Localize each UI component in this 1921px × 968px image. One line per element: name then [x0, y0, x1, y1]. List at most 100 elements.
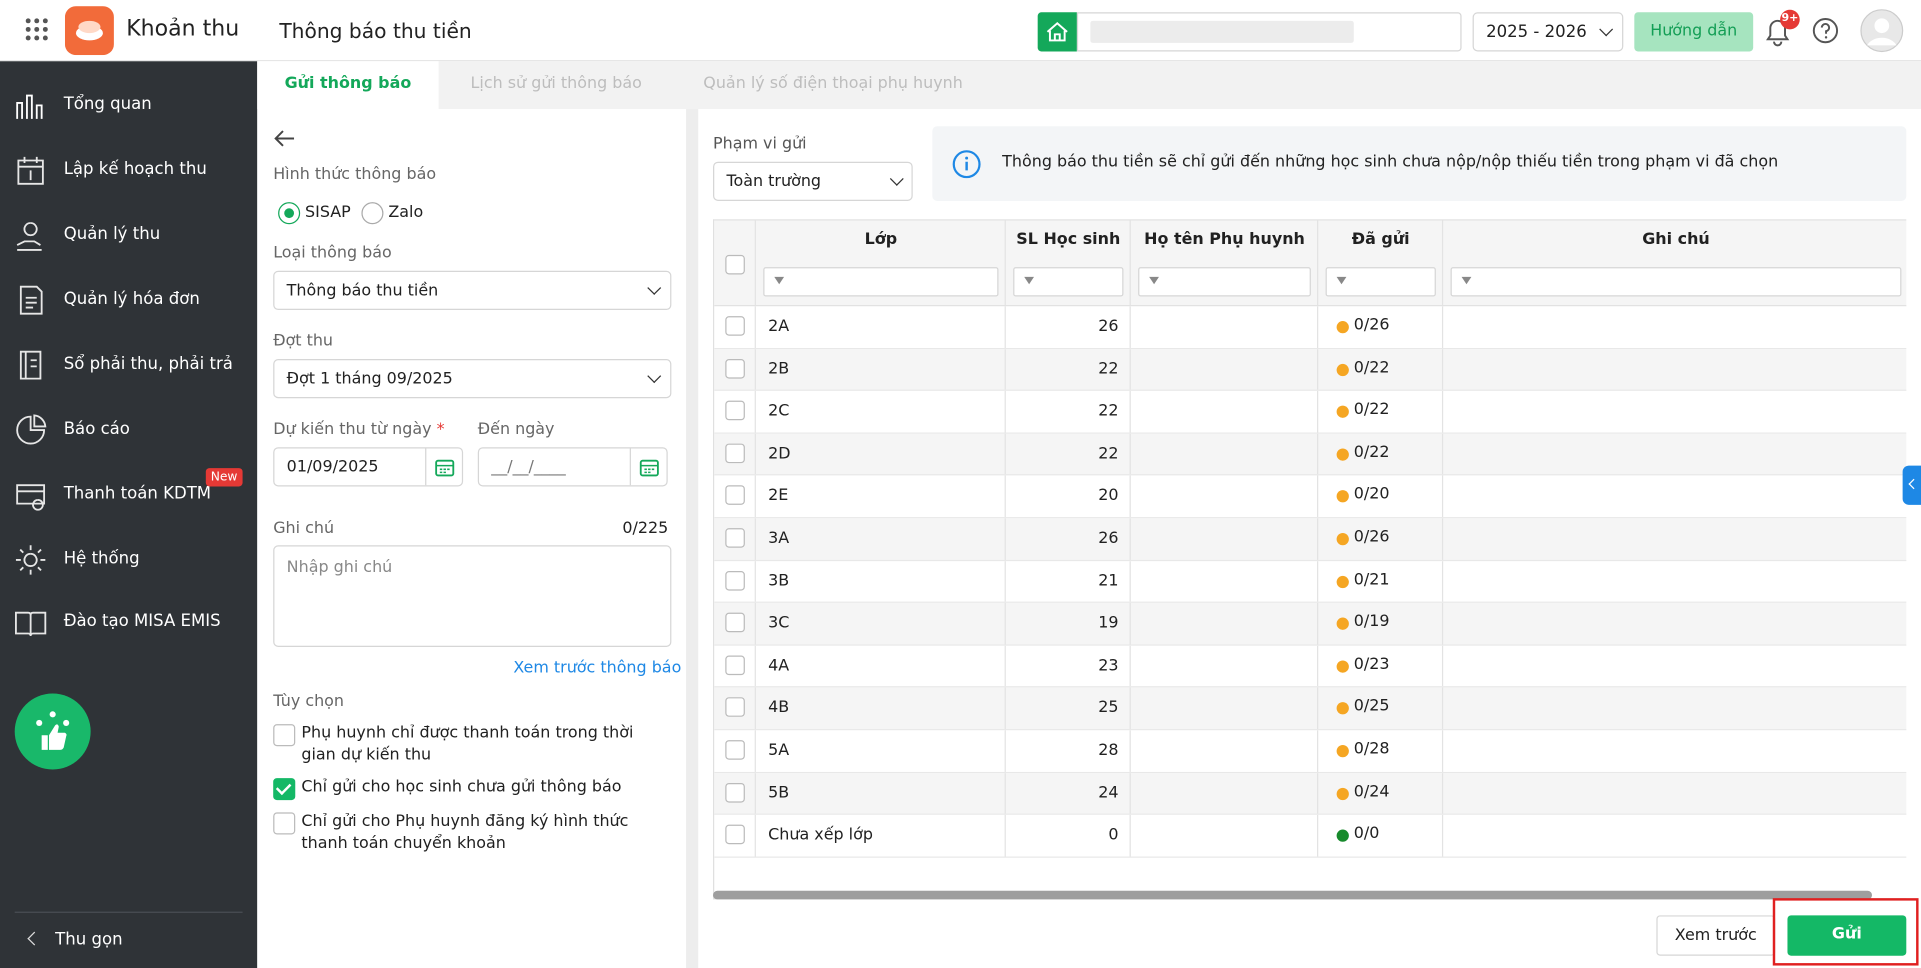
help-button[interactable]: Hướng dẫn	[1634, 12, 1754, 52]
status-dot	[1336, 660, 1349, 673]
column-filter[interactable]	[1325, 267, 1436, 297]
side-toggle[interactable]	[1902, 465, 1921, 505]
type-select[interactable]: Thông báo thu tiền	[273, 270, 672, 311]
student-count: 22	[1098, 359, 1119, 379]
row-checkbox[interactable]	[725, 316, 745, 336]
student-count: 22	[1098, 402, 1119, 421]
send-button[interactable]: Gửi	[1787, 915, 1907, 956]
menu-item[interactable]: Báo cáo	[63, 419, 130, 439]
menu-item[interactable]: Đào tạo MISA EMIS	[63, 611, 221, 632]
to-date[interactable]: __/__/____	[477, 447, 668, 487]
sent-status: 0/26	[1353, 528, 1390, 547]
home-button[interactable]	[1037, 12, 1077, 52]
tab[interactable]: Lịch sử gửi thông báo	[441, 61, 671, 109]
cell-border	[1131, 560, 1319, 602]
status-dot	[1336, 787, 1349, 800]
menu-item[interactable]: Quản lý thu	[63, 224, 161, 244]
h-scrollbar[interactable]	[713, 890, 1872, 900]
preview-link[interactable]: Xem trước thông báo	[513, 659, 682, 678]
cell-border	[1443, 603, 1906, 644]
cell-border	[756, 475, 1006, 518]
column-filter[interactable]	[763, 267, 999, 297]
menu-item[interactable]: Tổng quan	[63, 94, 152, 114]
back-arrow[interactable]	[272, 127, 297, 149]
cell-border	[714, 603, 756, 645]
collapse-label[interactable]: Thu gọn	[55, 930, 123, 950]
table-row: 4B 25 0/25	[714, 687, 1907, 731]
row-checkbox[interactable]	[725, 612, 745, 633]
row-checkbox[interactable]	[725, 358, 745, 379]
preview-label: Xem trước	[1674, 926, 1757, 945]
splitter	[686, 109, 699, 968]
cell-border	[756, 730, 1006, 772]
row-checkbox[interactable]	[725, 400, 745, 421]
cell-border	[714, 475, 756, 518]
calendar-icon[interactable]	[435, 458, 455, 477]
calendar-icon[interactable]	[639, 458, 660, 477]
radio[interactable]	[278, 202, 301, 225]
header-checkbox[interactable]	[725, 254, 745, 275]
scope-select[interactable]: Toàn trường	[713, 161, 913, 201]
menu-item[interactable]: Thanh toán KDTM	[63, 484, 212, 504]
preview-button[interactable]: Xem trước	[1656, 915, 1776, 956]
feedback-button[interactable]	[14, 693, 91, 770]
row-checkbox[interactable]	[725, 443, 745, 463]
send-label: Gửi	[1831, 925, 1862, 944]
note-textarea[interactable]: Nhập ghi chú	[273, 545, 672, 647]
cell-border	[1443, 561, 1906, 602]
cell-border	[1131, 772, 1319, 814]
table-row: Chưa xếp lớp 0 0/0	[714, 815, 1907, 858]
row-checkbox[interactable]	[725, 697, 745, 718]
row-checkbox[interactable]	[725, 824, 745, 845]
cell-border	[1131, 730, 1319, 772]
student-count: 22	[1098, 444, 1119, 463]
student-count: 23	[1098, 656, 1119, 675]
cell-border	[756, 433, 1006, 475]
tab[interactable]: Quản lý số điện thoại phụ huynh	[686, 61, 980, 109]
checkbox[interactable]	[273, 778, 296, 801]
from-date[interactable]: 01/09/2025	[273, 447, 464, 487]
menu-icon	[16, 94, 43, 119]
row-checkbox[interactable]	[725, 740, 745, 760]
menu-item[interactable]: Quản lý hóa đơn	[63, 289, 200, 309]
header-cell: Đã gửi	[1318, 220, 1444, 306]
row-checkbox[interactable]	[725, 570, 745, 591]
header-cell: SL Học sinh	[1006, 220, 1131, 306]
menu-item[interactable]: Lập kế hoạch thu	[63, 159, 207, 179]
column-filter[interactable]	[1013, 267, 1124, 297]
radio[interactable]	[361, 202, 384, 225]
cell-border	[1318, 306, 1444, 348]
apps-icon[interactable]	[25, 17, 50, 42]
cell-border	[1443, 476, 1906, 517]
row-checkbox[interactable]	[725, 655, 745, 675]
row-checkbox[interactable]	[725, 485, 745, 506]
option-label: Phụ huynh chỉ được thanh toán trong thời…	[301, 724, 634, 765]
radio-dot	[284, 208, 295, 219]
tab-label: Gửi thông báo	[284, 74, 412, 94]
cell-border	[1443, 730, 1906, 771]
app-logo	[64, 6, 114, 56]
sent-status: 0/22	[1353, 358, 1390, 377]
row-checkbox[interactable]	[725, 528, 745, 548]
period-select[interactable]: Đợt 1 tháng 09/2025	[273, 359, 672, 399]
class-name: 5A	[768, 741, 790, 760]
help-icon[interactable]	[1812, 17, 1839, 44]
tab[interactable]: Gửi thông báo	[257, 61, 439, 110]
cell-border	[714, 433, 756, 475]
avatar[interactable]	[1860, 9, 1904, 53]
checkbox[interactable]	[273, 724, 296, 747]
student-count: 21	[1098, 571, 1119, 591]
row-checkbox[interactable]	[725, 782, 745, 803]
year-value: 2025 - 2026	[1486, 22, 1587, 42]
column-filter[interactable]	[1450, 267, 1902, 297]
menu-item[interactable]: Hệ thống	[63, 548, 140, 569]
column-filter[interactable]	[1138, 267, 1311, 297]
student-count: 24	[1098, 783, 1119, 803]
sent-status: 0/21	[1353, 570, 1390, 589]
table-row: 3C 19 0/19	[714, 603, 1907, 646]
school-selector[interactable]	[1076, 12, 1462, 52]
checkbox[interactable]	[273, 812, 296, 835]
cell-border	[1131, 687, 1319, 730]
year-select[interactable]: 2025 - 2026	[1472, 12, 1624, 52]
menu-item[interactable]: Sổ phải thu, phải trả	[63, 354, 233, 374]
